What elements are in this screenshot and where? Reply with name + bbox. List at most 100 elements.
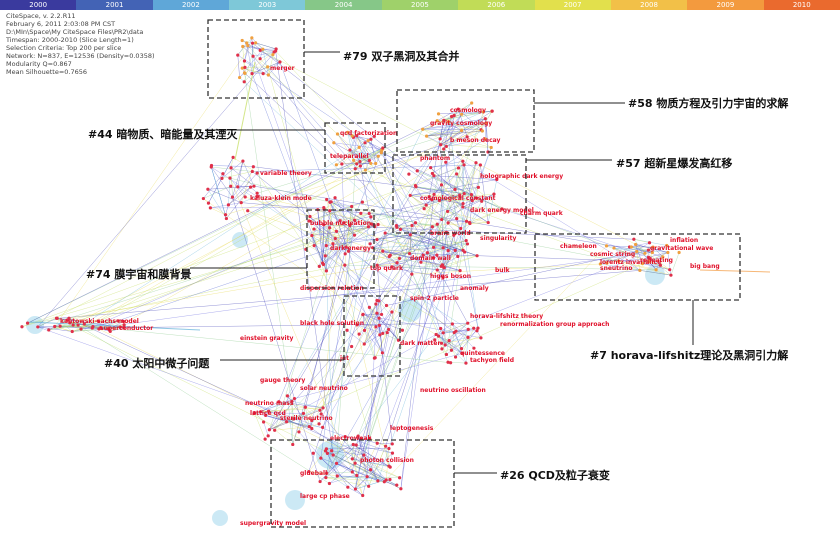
citation-link: [389, 229, 401, 257]
network-node: [470, 198, 474, 203]
cluster-label-7: #7 horava-lifshitz理论及黑洞引力解: [590, 349, 789, 362]
network-node: [252, 411, 257, 415]
network-node: [350, 344, 354, 349]
node-halo: [645, 265, 665, 285]
cluster-label-74: #74 膜宇宙和膜背景: [86, 268, 192, 281]
node-term-label: large cp phase: [300, 493, 350, 500]
citation-link: [613, 247, 668, 253]
network-node: [598, 262, 602, 266]
citation-link: [326, 223, 372, 246]
network-node: [465, 242, 470, 246]
network-node: [414, 185, 418, 189]
network-node: [291, 442, 295, 447]
network-node: [500, 207, 504, 211]
node-term-label: cosmology: [450, 107, 486, 114]
node-term-label: variable theory: [260, 170, 312, 177]
network-node: [79, 327, 83, 331]
citation-link: [462, 206, 502, 210]
citation-link: [411, 263, 601, 275]
network-node: [450, 322, 454, 326]
network-node: [246, 209, 250, 213]
citation-link: [241, 202, 442, 220]
citation-link: [386, 305, 439, 337]
citation-link: [390, 253, 410, 256]
citation-link: [433, 175, 497, 180]
network-node: [475, 329, 479, 333]
network-node: [121, 319, 126, 324]
network-node: [375, 298, 379, 303]
network-node: [352, 233, 357, 237]
network-node: [441, 331, 445, 335]
network-node: [480, 129, 484, 133]
citation-link: [357, 189, 456, 437]
network-node: [122, 326, 126, 330]
network-node: [633, 242, 638, 247]
network-node: [432, 174, 436, 178]
citation-link: [92, 322, 468, 329]
network-node: [450, 114, 454, 119]
citation-link: [352, 458, 390, 467]
network-node: [444, 144, 448, 149]
citation-link: [278, 401, 324, 409]
network-node: [335, 474, 339, 478]
network-node: [328, 226, 332, 230]
network-node: [464, 238, 468, 243]
network-node: [397, 256, 402, 261]
citation-link: [618, 261, 672, 276]
citation-link: [320, 220, 355, 459]
citation-link: [247, 45, 263, 50]
network-node: [398, 476, 402, 480]
network-node: [456, 254, 460, 259]
network-node: [99, 325, 103, 330]
network-node: [461, 351, 465, 355]
citation-link: [330, 201, 372, 225]
citation-link: [242, 46, 254, 57]
citation-link: [247, 45, 268, 68]
network-node: [325, 197, 329, 202]
citation-link: [437, 120, 483, 132]
timeline-year-2010: 2010: [763, 0, 840, 10]
citation-link: [635, 244, 643, 264]
network-node: [395, 483, 399, 487]
network-node: [374, 161, 378, 166]
network-node: [436, 112, 441, 116]
citation-link: [268, 61, 281, 76]
cluster-label-40: #40 太阳中微子问题: [104, 357, 210, 370]
citation-link: [360, 213, 372, 225]
network-node: [334, 461, 339, 465]
citation-link: [391, 266, 461, 271]
network-node: [328, 200, 332, 204]
node-term-label: phantom: [420, 155, 450, 162]
citation-link: [92, 324, 125, 329]
cluster-box-40: [343, 295, 401, 377]
node-term-label: kantowski-sachs model: [60, 318, 139, 325]
network-node: [654, 268, 658, 272]
citation-link: [426, 135, 447, 147]
node-term-label: qcd factorization: [340, 130, 397, 137]
citation-link: [98, 328, 400, 478]
network-node: [390, 442, 394, 446]
network-node: [408, 193, 412, 198]
network-node: [461, 205, 465, 209]
network-node: [398, 227, 403, 231]
network-node: [350, 457, 354, 461]
network-node: [248, 185, 253, 189]
network-node: [267, 409, 271, 413]
node-term-label: horava-lifshitz theory: [470, 313, 543, 320]
citation-link: [635, 244, 668, 253]
citation-link: [293, 418, 310, 427]
network-node: [668, 268, 672, 272]
network-node: [446, 249, 450, 253]
network-node: [446, 360, 450, 364]
network-node: [301, 411, 306, 416]
citation-link: [655, 256, 664, 270]
network-node: [449, 348, 454, 352]
network-node: [116, 319, 120, 323]
node-term-label: dark energy model: [470, 207, 534, 214]
network-node: [241, 159, 245, 163]
citation-link: [253, 51, 275, 57]
network-node: [442, 118, 446, 122]
citation-link: [440, 110, 493, 145]
citation-link: [355, 476, 368, 490]
network-node: [483, 137, 487, 141]
